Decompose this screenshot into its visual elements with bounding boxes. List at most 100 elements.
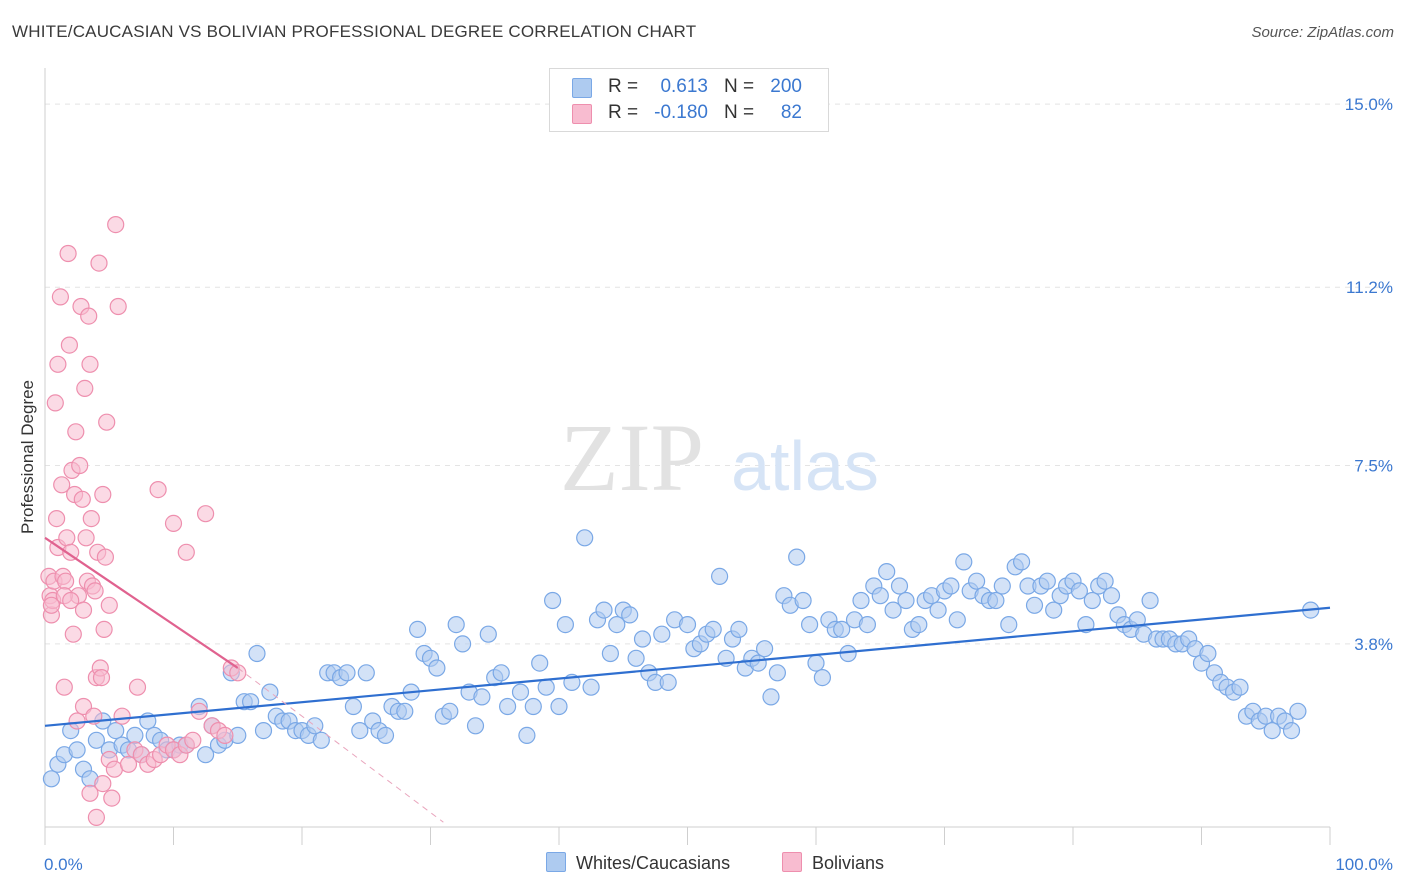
point-whites [730, 620, 748, 639]
legend-swatch-whites [572, 78, 592, 98]
correlation-legend: R = 0.613 N = 200 R = -0.180 N = 82 [549, 68, 829, 132]
point-whites [621, 606, 639, 624]
point-bolivians [82, 509, 100, 528]
point-whites [955, 553, 973, 571]
point-bolivians [62, 591, 80, 610]
point-bolivians [177, 543, 195, 561]
point-bolivians [76, 379, 94, 397]
point-whites [601, 644, 620, 663]
point-bolivians [109, 297, 127, 316]
point-whites [537, 678, 555, 696]
bottom-legend-label-bolivians: Bolivians [812, 853, 885, 873]
point-whites [858, 615, 877, 634]
point-whites [1045, 601, 1063, 619]
point-whites [1141, 591, 1159, 610]
point-bolivians [95, 620, 113, 639]
point-whites [396, 702, 414, 720]
point-whites [595, 601, 613, 619]
point-whites [357, 664, 375, 682]
axes [44, 68, 1331, 845]
point-whites [678, 615, 697, 634]
y-axis-label: Professional Degree [18, 380, 37, 534]
point-whites [499, 697, 517, 716]
point-whites [929, 601, 947, 619]
data-points [40, 216, 1320, 827]
point-whites [608, 615, 626, 634]
point-whites [447, 615, 465, 634]
point-whites [1012, 553, 1031, 571]
point-whites [518, 726, 536, 745]
legend-n-label: N = [724, 76, 755, 97]
legend-r-value: 0.613 [660, 76, 708, 97]
point-whites [1025, 596, 1044, 614]
point-whites [813, 668, 832, 687]
y-tick-label: 7.5% [1354, 457, 1393, 476]
point-bolivians [46, 394, 64, 412]
point-bolivians [229, 664, 247, 682]
point-whites [710, 567, 729, 586]
point-whites [582, 678, 600, 696]
point-bolivians [94, 774, 112, 793]
point-whites [1000, 615, 1018, 634]
point-bolivians [68, 712, 86, 730]
point-whites [788, 548, 806, 566]
watermark: ZIP atlas [560, 404, 879, 511]
point-whites [878, 562, 896, 581]
point-whites [107, 721, 125, 740]
bottom-legend-swatch-bolivians [782, 852, 802, 872]
point-whites [768, 664, 787, 682]
legend-swatch-bolivians [572, 104, 592, 124]
point-bolivians [60, 336, 79, 354]
point-whites [248, 644, 266, 663]
point-whites [755, 640, 774, 658]
point-bolivians [56, 572, 75, 590]
point-bolivians [81, 784, 99, 802]
point-whites [948, 611, 966, 629]
watermark-zip: ZIP [560, 404, 704, 511]
point-whites [1289, 702, 1307, 720]
point-whites [254, 721, 273, 740]
point-whites [126, 726, 144, 745]
point-whites [627, 649, 645, 667]
point-bolivians [113, 707, 131, 725]
point-bolivians [197, 505, 215, 523]
point-bolivians [71, 456, 89, 475]
point-whites [556, 615, 575, 634]
point-bolivians [77, 529, 95, 547]
point-bolivians [216, 726, 234, 745]
point-bolivians [96, 548, 115, 566]
point-whites [68, 741, 86, 759]
point-whites [910, 615, 928, 634]
point-bolivians [74, 601, 93, 619]
point-whites [987, 591, 1005, 610]
legend-r-label: R = [608, 102, 639, 123]
point-whites [1070, 582, 1089, 600]
point-bolivians [62, 543, 80, 561]
series-whites [42, 529, 1320, 788]
y-tick-label: 11.2% [1346, 278, 1393, 297]
point-bolivians [86, 582, 104, 600]
point-whites [659, 673, 677, 692]
point-bolivians [107, 216, 125, 234]
point-whites [479, 625, 497, 643]
point-whites [197, 746, 215, 764]
legend-row-whites: R = 0.613 N = 200 [572, 76, 812, 100]
point-whites [87, 731, 106, 749]
point-whites [890, 577, 909, 595]
trend-line-whites [44, 606, 1331, 727]
point-bolivians [184, 731, 202, 749]
point-bolivians [119, 755, 138, 773]
point-bolivians [100, 596, 118, 614]
bottom-legend-bolivians: Bolivians [782, 852, 884, 874]
legend-row-bolivians: R = -0.180 N = 82 [572, 102, 812, 126]
point-whites [800, 615, 819, 634]
trend-line-bolivians [44, 536, 239, 669]
point-whites [376, 726, 395, 745]
series-bolivians [40, 216, 247, 827]
x-tick-label: 100.0% [1335, 855, 1393, 874]
point-whites [531, 654, 549, 672]
bottom-legend-whites: Whites/Caucasians [546, 852, 730, 874]
point-whites [807, 654, 825, 672]
point-whites [441, 702, 459, 720]
point-whites [1282, 721, 1301, 740]
